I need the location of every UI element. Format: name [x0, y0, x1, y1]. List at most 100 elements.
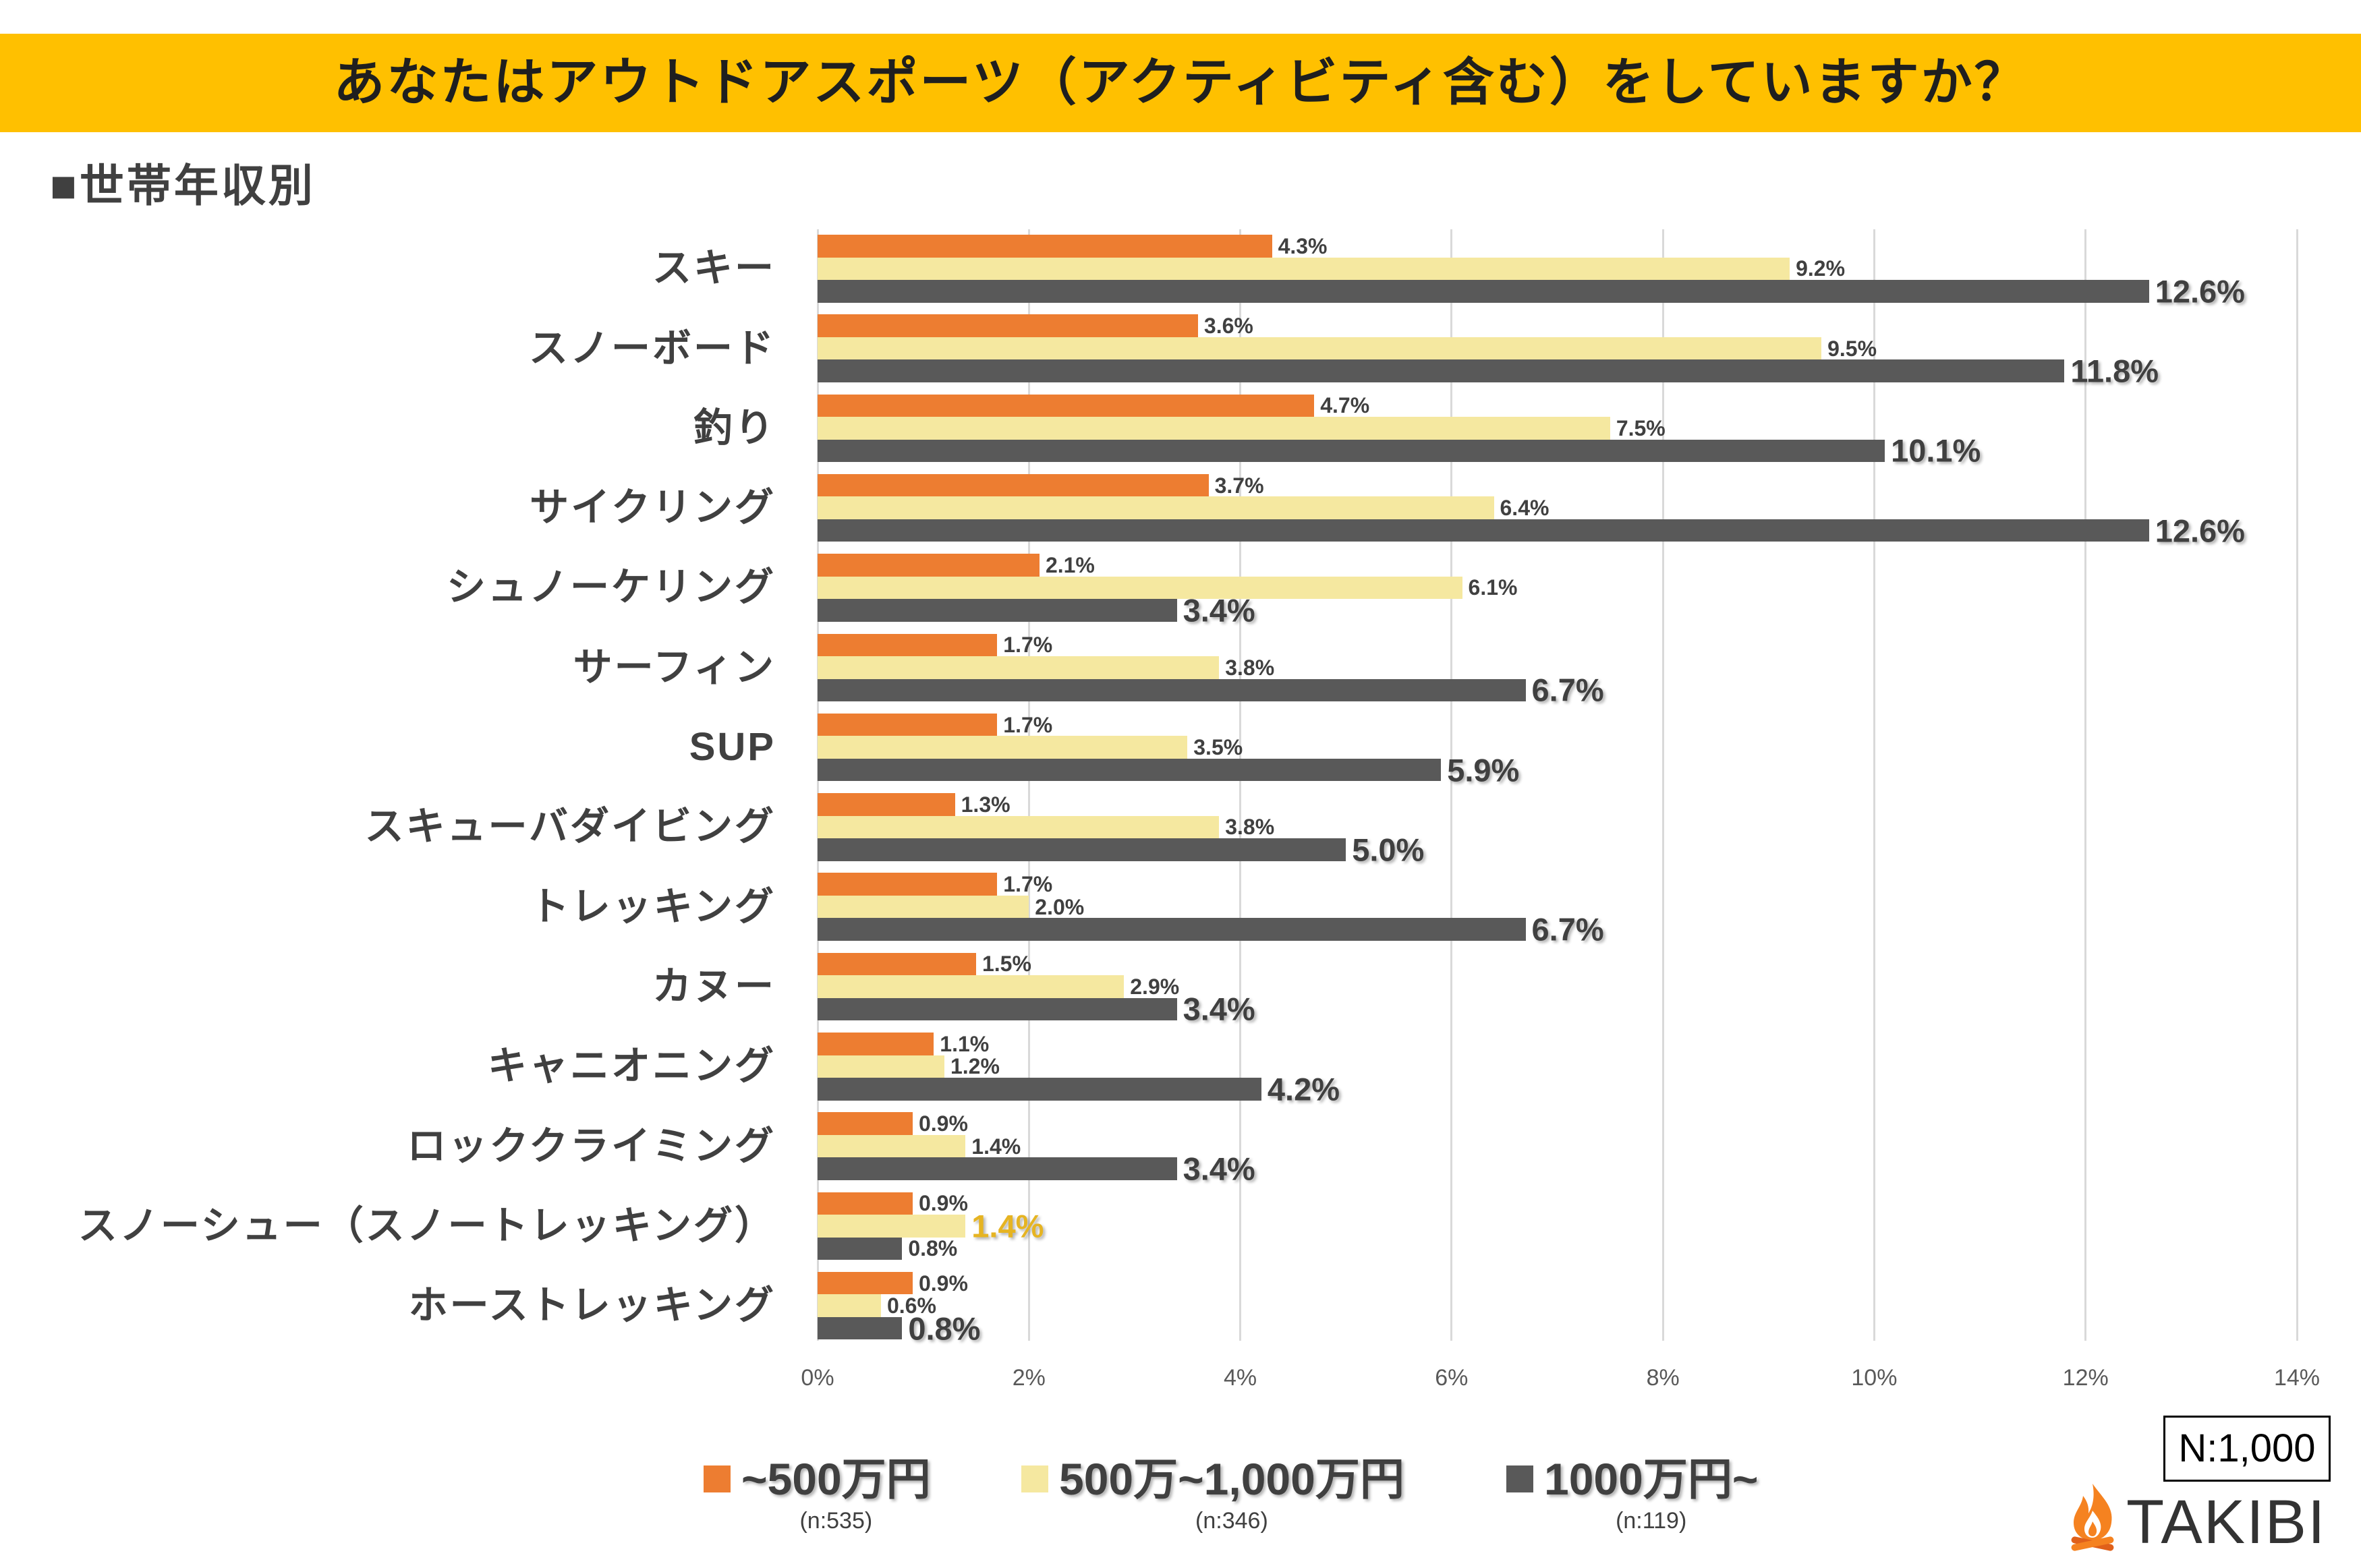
data-label-series-3: 0.8% [908, 1236, 958, 1261]
data-label-series-2: 1.2% [950, 1054, 1000, 1079]
data-label-series-1: 0.9% [918, 1111, 968, 1136]
bar-series-2 [818, 417, 1610, 440]
category-label: キャニオニング [487, 1044, 776, 1088]
chart-subtitle: ■世帯年収別 [50, 161, 316, 210]
category-label: 釣り [693, 405, 776, 450]
bar-series-3 [818, 1237, 903, 1260]
category-label: スキー [652, 246, 776, 291]
data-label-series-2: 9.2% [1796, 256, 1846, 281]
bar-series-3 [818, 678, 1526, 701]
bar-series-2 [818, 257, 1790, 280]
legend-text: 500万~1,000万円 (n:346) [1059, 1452, 1404, 1536]
bar-series-3 [818, 1157, 1177, 1180]
bar-series-1 [818, 235, 1272, 258]
data-label-series-1: 0.9% [918, 1191, 968, 1216]
legend-item: ~500万円 (n:535) [704, 1452, 931, 1536]
data-label-series-1: 1.3% [961, 792, 1011, 817]
bar-series-3 [818, 758, 1442, 782]
legend-swatch [704, 1465, 731, 1492]
category-label: サーフィン [573, 645, 776, 689]
data-label-series-2: 0.6% [886, 1294, 936, 1318]
legend-sample-size: (n:346) [1195, 1508, 1268, 1534]
data-label-series-3: 4.2% [1267, 1071, 1340, 1107]
bar-series-3 [818, 439, 1885, 463]
bar-series-2 [818, 1134, 966, 1158]
bar-series-2 [818, 1294, 881, 1317]
takibi-logo: TAKIBI [2067, 1482, 2337, 1553]
bar-series-3 [818, 838, 1346, 861]
flame-core [2088, 1521, 2097, 1536]
bar-series-1 [818, 314, 1198, 337]
gridline [2296, 229, 2298, 1341]
data-label-series-3: 3.4% [1183, 1151, 1255, 1187]
bar-series-2 [818, 496, 1494, 519]
bar-series-3 [818, 1078, 1261, 1101]
category-label: サイクリング [530, 486, 776, 530]
data-label-series-1: 3.7% [1214, 473, 1264, 498]
category-label: SUP [689, 725, 776, 770]
category-label: スノーシュー（スノートレッキング） [78, 1203, 776, 1248]
data-label-series-3: 0.8% [908, 1310, 981, 1347]
bar-series-2 [818, 576, 1462, 600]
gridline [2084, 229, 2087, 1341]
legend-text: ~500万円 (n:535) [741, 1452, 931, 1536]
bar-series-3 [818, 1316, 903, 1340]
bar-series-2 [818, 1215, 966, 1238]
log [2071, 1536, 2114, 1551]
bar-series-1 [818, 713, 998, 736]
legend-text: 1000万円~ (n:119) [1544, 1452, 1758, 1536]
legend-sample-size: (n:119) [1616, 1508, 1687, 1534]
data-label-series-2: 7.5% [1616, 415, 1666, 440]
legend-label: 1000万円~ [1544, 1454, 1759, 1504]
bar-series-1 [818, 473, 1209, 497]
gridline [1450, 229, 1453, 1341]
data-label-series-2: 3.5% [1193, 735, 1243, 760]
x-tick-label: 2% [1012, 1365, 1046, 1391]
bar-series-1 [818, 952, 976, 976]
data-label-series-2: 9.5% [1827, 336, 1877, 361]
data-label-series-3: 6.7% [1531, 911, 1604, 948]
legend-label: ~500万円 [741, 1454, 931, 1504]
gridline [1873, 229, 1875, 1341]
data-label-series-2: 1.4% [971, 1134, 1021, 1159]
category-label: シュノーケリング [446, 565, 776, 610]
data-label-series-2: 6.1% [1468, 575, 1518, 600]
bar-series-1 [818, 1271, 913, 1295]
x-tick-label: 12% [2062, 1365, 2109, 1391]
bar-series-3 [818, 359, 2065, 382]
data-label-series-1: 1.7% [1003, 872, 1053, 897]
x-tick-label: 10% [1851, 1365, 1898, 1391]
bar-series-2 [818, 815, 1220, 839]
data-label-series-1: 1.1% [940, 1031, 990, 1056]
data-label-series-3: 12.6% [2155, 273, 2245, 310]
legend-item: 1000万円~ (n:119) [1506, 1452, 1758, 1536]
bar-series-3 [818, 519, 2149, 542]
data-label-series-2: 3.8% [1225, 815, 1275, 840]
bar-series-2 [818, 1055, 944, 1078]
data-label-series-1: 1.7% [1003, 712, 1053, 737]
bar-chart: 0% 2% 4% 6% 8% 10% 12% 14% スキー 4.3% 9.2% 12.6% スノーボー… [78, 229, 2320, 1391]
legend-label: 500万~1,000万円 [1059, 1454, 1404, 1504]
bar-series-3 [818, 280, 2149, 303]
data-label-series-2: 6.4% [1500, 496, 1549, 521]
bar-series-1 [818, 633, 998, 656]
gridline [1661, 229, 1664, 1341]
bar-series-1 [818, 1033, 934, 1055]
category-label: ホーストレッキング [408, 1283, 776, 1328]
bar-series-2 [818, 337, 1822, 360]
x-tick-label: 4% [1223, 1365, 1257, 1391]
bar-series-2 [818, 975, 1125, 998]
bar-series-2 [818, 736, 1188, 759]
legend-swatch [1506, 1465, 1533, 1492]
bar-series-3 [818, 997, 1177, 1021]
data-label-series-3: 10.1% [1891, 432, 1981, 469]
data-label-series-2: 2.0% [1035, 894, 1085, 919]
sample-total-badge: N:1,000 [2163, 1416, 2331, 1482]
data-label-series-1: 4.7% [1320, 393, 1370, 418]
data-label-series-3: 12.6% [2155, 513, 2245, 549]
bar-series-1 [818, 554, 1040, 577]
x-tick-label: 0% [801, 1365, 834, 1391]
title-bar: あなたはアウトドアスポーツ（アクティビティ含む）をしていますか？ [0, 34, 2361, 132]
legend-item: 500万~1,000万円 (n:346) [1021, 1452, 1404, 1536]
category-label: カヌー [652, 964, 776, 1008]
